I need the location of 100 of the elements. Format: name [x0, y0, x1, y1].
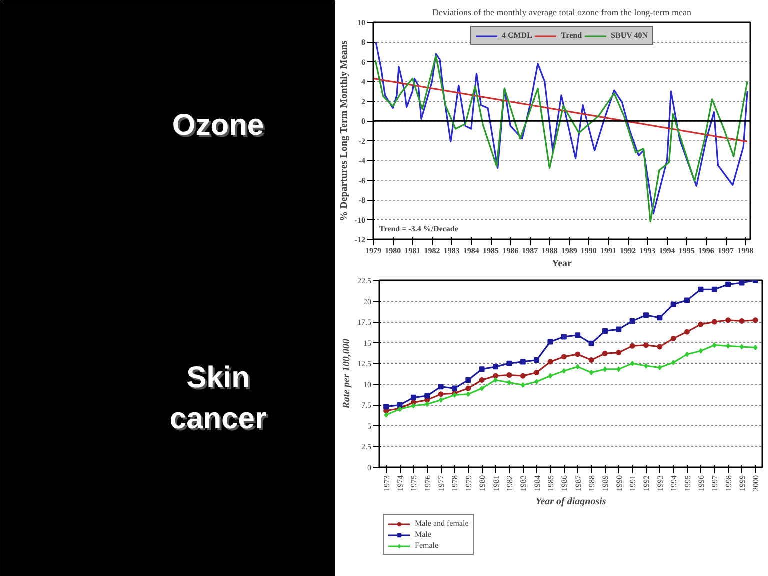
point — [658, 365, 662, 371]
x-tick-label: 2000 — [752, 476, 761, 492]
x-tick-label: 1994 — [670, 476, 679, 492]
x-tick-label: 1991 — [628, 476, 638, 492]
point — [630, 360, 635, 366]
x-tick-label: 1986 — [560, 476, 570, 492]
point — [425, 402, 430, 408]
point — [726, 282, 732, 288]
y-tick-label: 15 — [364, 338, 372, 348]
x-tick-label: 1980 — [385, 246, 402, 256]
point — [684, 329, 690, 335]
legend-label: 4 CMDL — [502, 31, 532, 40]
y-tick-label: -12 — [354, 236, 366, 244]
point — [534, 379, 539, 385]
x-tick-label: 1997 — [710, 476, 720, 492]
x-tick-label: 1987 — [522, 246, 538, 256]
point — [466, 392, 470, 398]
x-tick-label: 1990 — [580, 246, 597, 256]
y-tick-label: -2 — [358, 136, 366, 146]
point — [479, 377, 485, 383]
y-tick-label: 6 — [362, 58, 366, 67]
point — [602, 350, 608, 356]
point — [643, 342, 649, 348]
x-tick-label: 1979 — [366, 246, 382, 256]
point — [412, 403, 416, 409]
point — [548, 359, 554, 365]
point — [698, 348, 703, 354]
point — [493, 364, 499, 370]
x-tick-label: 1983 — [444, 246, 460, 256]
point — [506, 372, 512, 378]
x-tick-label: 1983 — [519, 476, 528, 492]
y-tick-label: 4 — [362, 78, 366, 87]
x-tick-label: 1979 — [464, 476, 474, 492]
x-tick-label: 1995 — [678, 246, 695, 256]
x-tick-label: 1980 — [478, 476, 488, 492]
point — [466, 386, 472, 392]
x-tick-label: 1985 — [483, 246, 500, 256]
y-axis-title: Rate per 100,000 — [342, 339, 352, 410]
x-tick-label: 1998 — [724, 476, 734, 492]
point — [521, 382, 526, 388]
x-tick-label: 1973 — [382, 476, 392, 492]
x-tick-label: 1992 — [642, 476, 652, 492]
y-tick-label: -8 — [358, 196, 366, 206]
point — [685, 352, 690, 358]
x-tick-label: 1994 — [659, 246, 676, 256]
point — [548, 339, 554, 345]
annotation: Trend = -3.4 %/Decade — [380, 224, 459, 234]
point — [752, 318, 758, 324]
text: Skin cancer — [172, 363, 269, 438]
point — [698, 286, 704, 292]
point — [520, 373, 526, 379]
point — [410, 394, 416, 400]
point — [561, 334, 567, 340]
text: Ozone — [174, 111, 266, 144]
x-tick-label: 1990 — [614, 476, 624, 492]
x-tick-label: 1974 — [396, 476, 406, 492]
point — [603, 366, 608, 372]
x-tick-label: 1982 — [505, 476, 514, 492]
x-tick-label: 1996 — [696, 476, 706, 492]
point — [576, 364, 580, 370]
x-tick-label: 1981 — [404, 246, 421, 256]
point — [384, 412, 388, 418]
y-tick-label: 17.5 — [358, 318, 372, 328]
point — [726, 318, 732, 324]
legend-label: SBUV 40N — [611, 31, 648, 40]
x-tick-label: 1991 — [600, 246, 617, 256]
point — [670, 302, 676, 308]
y-tick-label: 10 — [364, 380, 372, 390]
point — [643, 312, 649, 318]
y-tick-label: -6 — [358, 176, 366, 186]
point — [506, 360, 512, 366]
x-tick-label: 1984 — [532, 476, 542, 492]
y-tick-label: 0 — [368, 464, 372, 472]
x-tick-label: 1998 — [738, 246, 754, 256]
point — [562, 368, 566, 374]
chart-title: Deviations of the monthly average total ozone from the long-term mean — [432, 8, 692, 18]
x-tick-label: 1997 — [718, 246, 734, 256]
legend-label: Female — [415, 541, 439, 550]
point — [739, 318, 745, 324]
x-tick-label: 1992 — [620, 246, 636, 256]
point — [439, 397, 444, 403]
point — [616, 350, 622, 356]
point — [479, 366, 485, 372]
y-tick-label: 7.5 — [362, 401, 372, 410]
point — [630, 343, 636, 349]
point — [520, 359, 526, 365]
point — [397, 402, 403, 408]
point — [588, 340, 594, 346]
x-tick-label: 1984 — [463, 246, 480, 256]
y-axis-title: % Departures Long Term Monthly Means — [338, 40, 350, 222]
legend-label: Trend — [561, 31, 582, 40]
point — [712, 319, 718, 325]
x-tick-label: 1986 — [502, 246, 519, 256]
x-tick-label: 1976 — [423, 476, 432, 492]
point — [494, 377, 498, 383]
point — [740, 344, 744, 350]
point — [630, 318, 636, 324]
point — [590, 370, 594, 376]
x-tick-label: 1996 — [698, 246, 714, 256]
legend-label: Male and female — [415, 519, 469, 528]
